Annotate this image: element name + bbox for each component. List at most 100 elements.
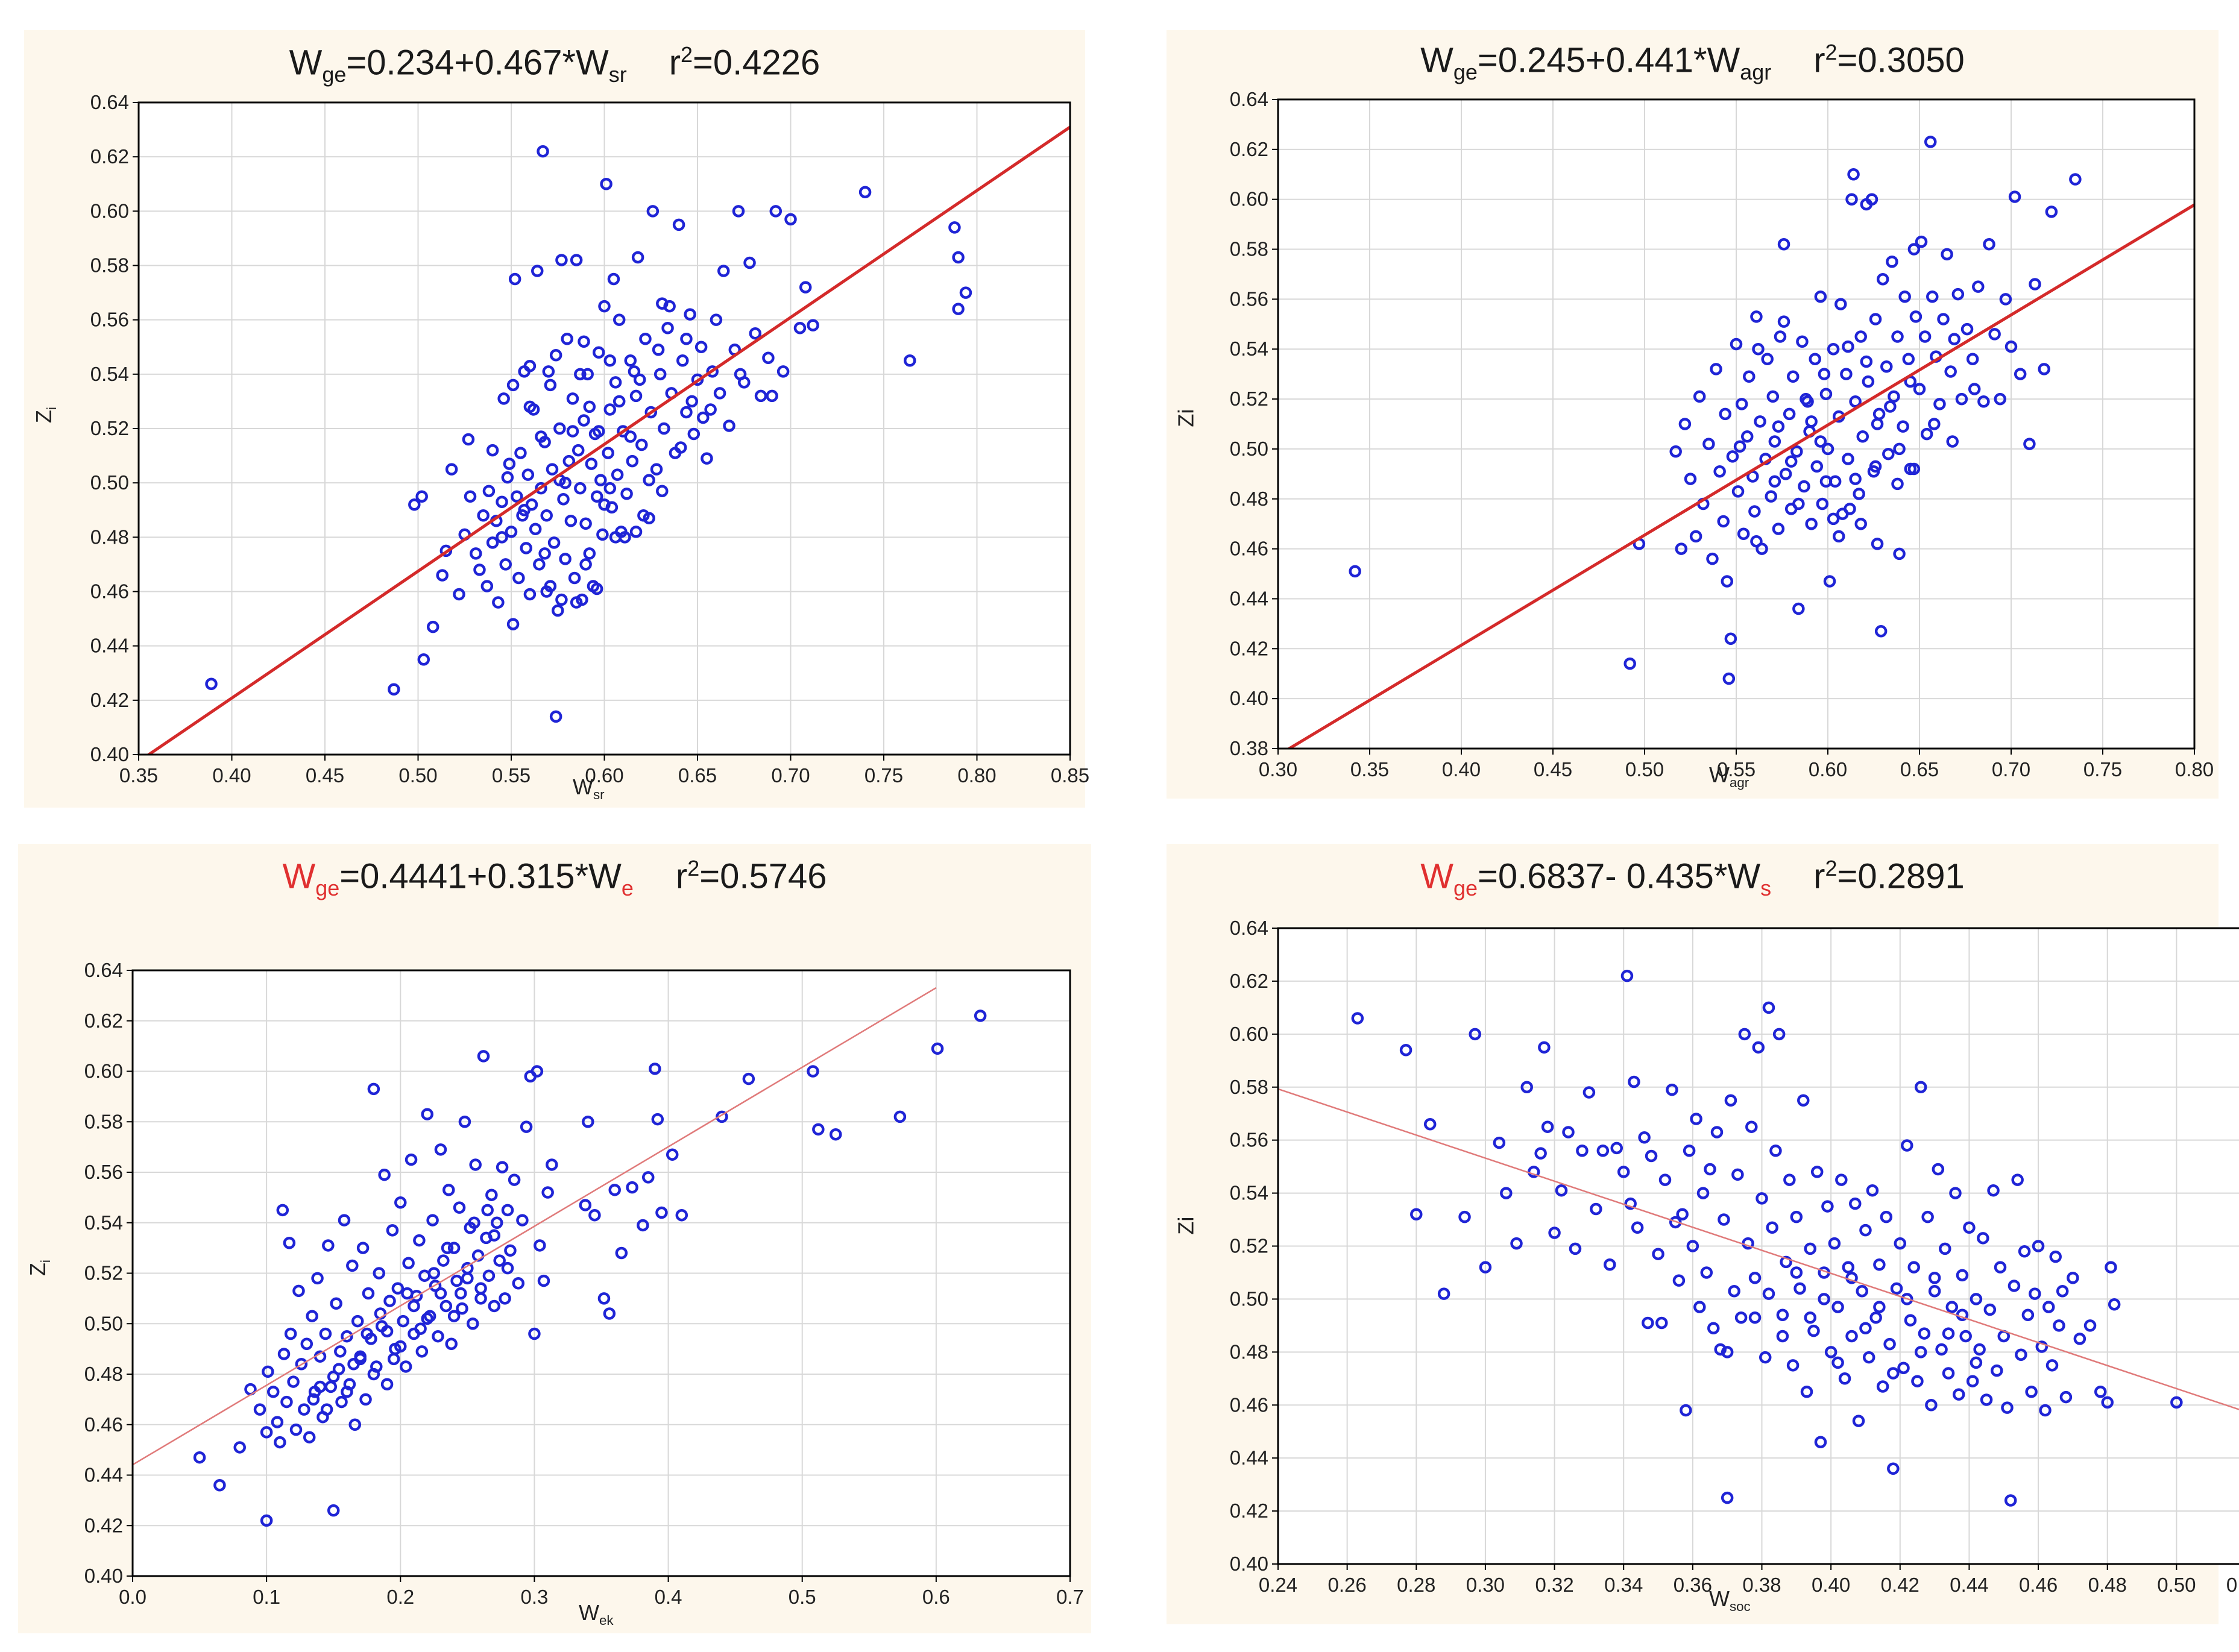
data-point: [540, 509, 553, 522]
data-point: [1784, 455, 1798, 468]
data-point: [742, 1072, 755, 1085]
data-point: [635, 438, 648, 451]
title-lhs-sub: ge: [322, 61, 347, 87]
title-equation: =0.6837- 0.435*W: [1478, 856, 1761, 896]
data-point: [521, 468, 535, 481]
data-point: [1761, 353, 1774, 366]
data-point: [441, 1242, 454, 1254]
data-point: [1631, 1221, 1644, 1234]
data-point: [2004, 340, 2018, 353]
y-tick-label: 0.54: [1230, 1182, 1268, 1204]
data-point: [508, 272, 521, 286]
data-point: [1849, 1197, 1862, 1210]
data-point: [1897, 420, 1909, 433]
x-tick-label: 0.44: [1950, 1574, 1988, 1596]
data-point: [830, 1128, 842, 1141]
data-point: [1963, 1221, 1976, 1234]
data-point: [474, 1292, 487, 1305]
data-point: [717, 265, 730, 277]
data-point: [534, 1239, 546, 1252]
data-point: [1810, 1166, 1824, 1178]
data-point: [2039, 1404, 2052, 1417]
data-point: [626, 454, 639, 468]
data-point: [1766, 390, 1780, 403]
data-point: [590, 582, 603, 595]
regression-line: [133, 987, 937, 1466]
data-point: [1973, 1343, 1986, 1356]
y-tick-label: 0.54: [90, 363, 129, 385]
data-point: [2045, 206, 2058, 218]
data-point: [1748, 1272, 1762, 1284]
data-point: [504, 1244, 517, 1257]
data-point: [496, 495, 508, 508]
data-point: [1796, 335, 1809, 348]
data-point: [1731, 485, 1745, 498]
data-point: [701, 452, 713, 465]
data-point: [1818, 1293, 1830, 1305]
data-point: [1724, 1094, 1737, 1107]
data-point: [1777, 315, 1790, 328]
data-point: [388, 683, 400, 696]
x-tick-label: 0.30: [1259, 758, 1297, 780]
data-point: [612, 395, 626, 408]
data-point: [1907, 243, 1921, 256]
data-point: [1942, 1367, 1955, 1380]
x-tick-label: 0.26: [1328, 1574, 1367, 1596]
data-point: [1847, 168, 1860, 181]
data-point: [582, 1116, 594, 1128]
data-point: [1860, 355, 1873, 368]
data-point: [1854, 330, 1867, 343]
data-point: [1493, 1136, 1506, 1149]
y-tick-label: 0.62: [84, 1010, 123, 1032]
data-point: [656, 297, 669, 310]
data-point: [300, 1337, 313, 1350]
data-point: [1779, 468, 1792, 480]
x-axis-label-main: W: [579, 1600, 599, 1625]
x-tick-label: 0.28: [1397, 1574, 1435, 1596]
data-point: [1762, 1287, 1775, 1300]
data-point: [1768, 435, 1781, 448]
data-point: [732, 205, 745, 218]
data-point: [1928, 1272, 1941, 1284]
regression-line: [1286, 203, 2194, 749]
data-point: [533, 558, 546, 571]
data-point: [1824, 1346, 1837, 1358]
data-point: [1819, 388, 1833, 401]
data-point: [1678, 418, 1692, 430]
data-point: [609, 531, 622, 544]
data-point: [1909, 310, 1923, 323]
data-point: [766, 389, 778, 403]
y-tick-label: 0.42: [1230, 1500, 1268, 1522]
data-point: [391, 1282, 405, 1295]
data-point: [512, 1277, 525, 1290]
data-point: [1752, 1041, 1765, 1054]
y-tick-label: 0.48: [84, 1363, 123, 1385]
data-point: [1925, 1399, 1938, 1412]
data-point: [1786, 370, 1800, 383]
chart-title: Wge=0.4441+0.315*We r2=0.5746: [18, 856, 1091, 901]
data-point: [1894, 1237, 1907, 1250]
data-point: [477, 509, 490, 522]
data-point: [769, 205, 783, 218]
data-point: [1828, 1237, 1841, 1250]
data-point: [2025, 1386, 2038, 1398]
data-point: [490, 1216, 503, 1229]
data-point: [1628, 1075, 1640, 1088]
title-r2-sup: 2: [1825, 856, 1837, 881]
data-point: [646, 205, 660, 218]
title-lhs: W: [289, 43, 323, 83]
data-point: [1869, 1311, 1882, 1324]
data-point: [1948, 333, 1961, 345]
data-point: [488, 1229, 501, 1242]
data-point: [531, 265, 544, 277]
data-point: [499, 558, 512, 571]
data-point: [2015, 1348, 2027, 1361]
data-point: [574, 368, 587, 381]
data-point: [793, 321, 807, 334]
data-point: [367, 1368, 380, 1381]
x-tick-label: 0.50: [398, 764, 437, 787]
x-axis-label: Wsoc: [1709, 1586, 1751, 1615]
data-point: [1939, 1242, 1951, 1255]
data-point: [1914, 1081, 1927, 1093]
data-point: [537, 145, 549, 158]
